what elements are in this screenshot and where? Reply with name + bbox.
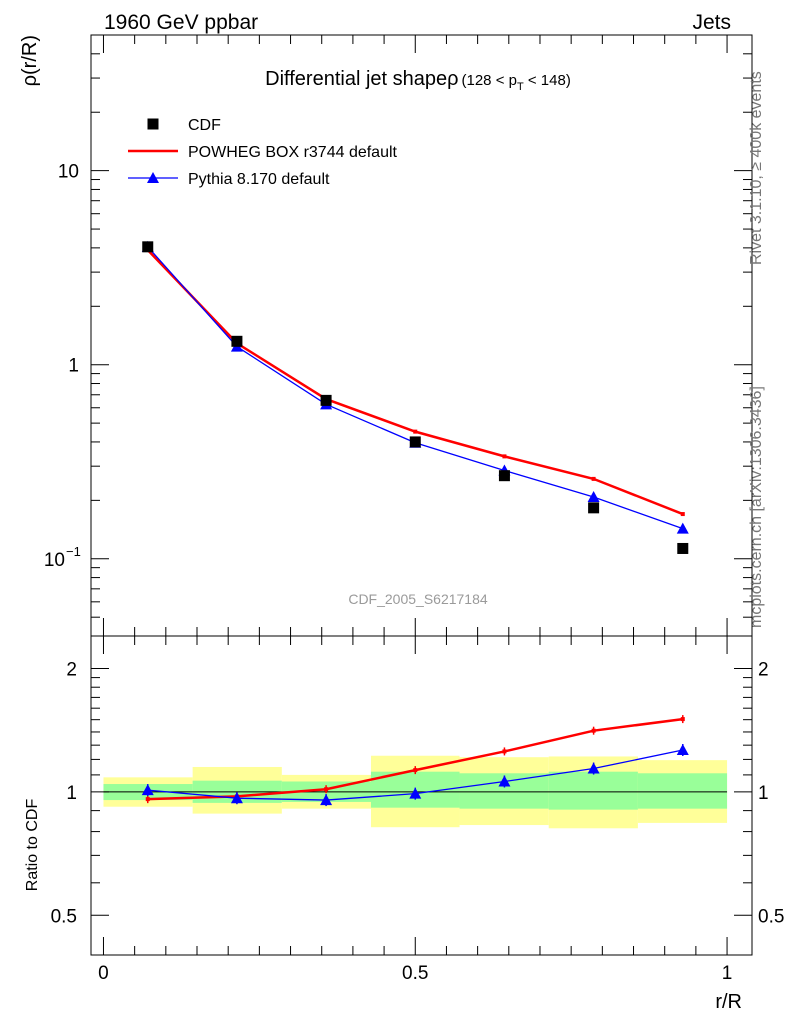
x-axis-label: r/R [715,991,742,1013]
ratio-y-tick-label: 2 [66,659,77,680]
legend-label: Pythia 8.170 default [188,171,330,188]
powheg-point [502,454,507,459]
pythia-line [147,246,683,530]
ratio-frame [90,635,753,956]
ratio-y-tick-label-right: 0.5 [758,906,784,927]
legend-label: CDF [188,117,221,134]
legend-label: POWHEG BOX r3744 default [188,144,398,161]
main-title: Differential jet shapeρ (128 < pT < 148) [265,68,571,93]
cdf-point [588,502,600,514]
ratio-panel: 0.5 0.5 1 1 2 2 0 0.5 1 [51,635,784,984]
powheg-point [413,429,418,434]
header-left: 1960 GeV ppbar [104,11,258,34]
ratio-y-tick-label: 1 [66,783,77,804]
main-y-axis-label: ρ(r/R) [19,35,41,86]
cdf-point [498,470,510,482]
pythia-point [676,522,689,534]
y-tick-label: 1 [68,356,79,377]
x-tick-label: 0.5 [402,963,428,984]
powheg-point [680,512,685,517]
side-label-top: Rivet 3.1.10, ≥ 400k events [748,71,765,265]
powheg-point [591,476,596,481]
cdf-point [231,335,243,347]
ratio-y-tick-label: 0.5 [51,906,77,927]
pythia-ratio-point [320,794,333,806]
pythia-ratio-point [409,787,422,799]
y-tick-label: 10 [44,550,65,571]
watermark: CDF_2005_S6217184 [348,591,488,607]
stat-uncertainty-band [548,771,638,810]
cdf-point [142,241,154,253]
y-tick-label-exponent: −1 [66,544,81,559]
pythia-ratio-point [230,792,243,804]
legend: CDF POWHEG BOX r3744 default Pythia 8.170 … [128,117,398,188]
x-tick-label: 1 [722,963,733,984]
legend-marker-pythia [147,172,159,183]
pythia-point [587,491,600,503]
cdf-point [409,436,421,448]
ratio-y-tick-label-right: 1 [758,783,769,804]
cdf-point [320,394,332,406]
ratio-y-tick-label-right: 2 [758,659,769,680]
cdf-point [677,542,689,554]
legend-marker-cdf [147,118,159,130]
pythia-ratio-point [498,775,511,787]
pythia-ratio-point [587,762,600,774]
header-right: Jets [692,11,731,34]
y-tick-label: 10 [58,162,79,183]
x-tick-label: 0 [98,963,109,984]
side-label-bottom: mcplots.cern.ch [arXiv:1306.3436] [748,386,765,628]
ratio-y-axis-label: Ratio to CDF [24,799,41,892]
pythia-ratio-point [676,744,689,756]
stat-uncertainty-band [637,773,728,809]
powheg-line [146,249,684,516]
pythia-ratio-point [141,784,154,796]
